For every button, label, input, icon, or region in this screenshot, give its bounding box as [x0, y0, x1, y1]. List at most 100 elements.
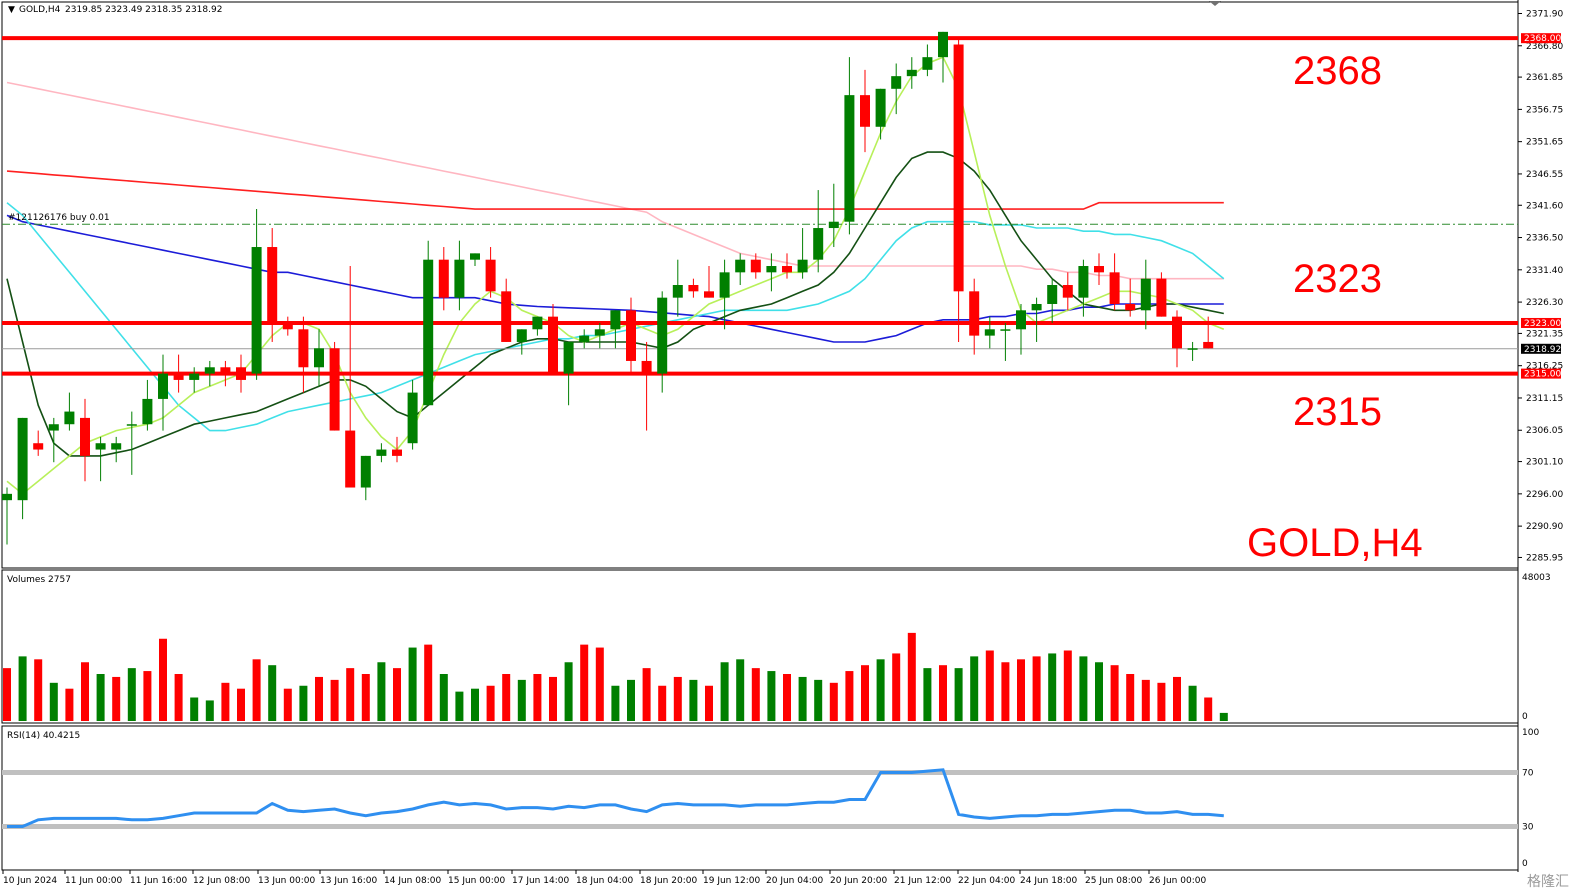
volume-axis: 48003 0 — [1522, 573, 1551, 722]
candle-body — [236, 367, 246, 380]
candle-body — [360, 455, 371, 488]
volume-bar — [221, 682, 230, 721]
rsi-tick-label: 30 — [1522, 823, 1534, 833]
candle-body — [407, 392, 418, 444]
order-label: #121126176 buy 0.01 — [8, 213, 110, 223]
volume-bar — [3, 668, 11, 721]
candle-body — [641, 360, 652, 374]
candle-body — [532, 316, 543, 330]
volume-bar — [268, 665, 277, 721]
price-axis: 2371.90 2366.80 2361.85 2356.75 2351.65 2346.… — [1518, 9, 1563, 563]
rsi-tick-label: 100 — [1522, 728, 1539, 738]
candle-body — [189, 373, 200, 380]
volume-bar — [907, 632, 916, 721]
volume-bar — [159, 638, 167, 721]
candle-body — [657, 297, 668, 374]
candle-body — [329, 348, 340, 431]
volume-bar — [205, 700, 214, 721]
candle-body — [563, 341, 574, 374]
volume-bar — [439, 674, 448, 721]
volume-bar — [190, 697, 199, 721]
rsi-tick-label: 70 — [1522, 769, 1534, 779]
price-badge-label: 2368.00 — [1524, 34, 1561, 44]
volume-bar — [658, 685, 667, 721]
volume-bar — [673, 676, 682, 721]
time-tick-label: 17 Jun 14:00 — [512, 876, 569, 886]
time-tick-label: 25 Jun 08:00 — [1085, 876, 1142, 886]
volume-bar — [751, 668, 760, 721]
volume-bar — [315, 676, 323, 721]
time-tick-label: 13 Jun 00:00 — [258, 876, 315, 886]
volume-bar — [1157, 682, 1166, 721]
candle-body — [392, 449, 402, 456]
moving-average-line — [6, 81, 1224, 280]
candle-body — [1000, 329, 1011, 331]
candle-body — [922, 57, 933, 70]
volume-bar — [923, 668, 932, 721]
volume-bar — [1001, 662, 1010, 721]
time-tick-label: 22 Jun 04:00 — [958, 876, 1015, 886]
candle-body — [454, 259, 465, 298]
candle-body — [48, 424, 59, 431]
time-tick-label: 20 Jun 20:00 — [830, 876, 887, 886]
candle-body — [1031, 303, 1042, 311]
volume-bar — [767, 671, 776, 721]
candle-body — [875, 88, 886, 127]
volume-bar — [985, 650, 994, 721]
volume-bar — [720, 662, 729, 721]
level-label-2323: 2323 — [1293, 257, 1382, 301]
volume-bar — [455, 691, 464, 721]
volume-tick-label: 48003 — [1522, 573, 1551, 583]
volume-bar — [283, 688, 292, 721]
level-label-2368: 2368 — [1293, 49, 1382, 93]
candle-body — [1016, 310, 1026, 330]
candle-body — [485, 259, 496, 292]
volume-bar — [627, 679, 635, 721]
volume-bar — [96, 674, 105, 721]
volume-bar — [502, 674, 511, 721]
volume-bar — [1048, 653, 1057, 721]
price-badge-label: 2323.00 — [1524, 319, 1561, 329]
price-tick-label: 2311.15 — [1526, 394, 1563, 404]
collapse-arrow-icon[interactable]: ▼ — [8, 5, 15, 15]
volume-bar — [798, 676, 807, 721]
volume-bar — [1110, 665, 1119, 721]
candle-body — [1109, 272, 1120, 304]
price-badge-bg — [1521, 33, 1561, 44]
candle-body — [969, 291, 980, 336]
candle-body — [1047, 285, 1058, 304]
candle-body — [173, 373, 184, 380]
volume-tick-label: 0 — [1522, 712, 1528, 722]
candle-body — [704, 291, 714, 298]
chart-shift-marker-icon[interactable] — [1209, 1, 1221, 6]
candle-body — [844, 95, 855, 222]
volume-bar — [1079, 656, 1088, 721]
volume-bar — [642, 668, 651, 721]
volume-bar — [34, 659, 43, 721]
time-tick-label: 18 Jun 04:00 — [576, 876, 633, 886]
candle-body — [750, 259, 761, 273]
candles — [2, 31, 1214, 545]
candle-body — [953, 44, 964, 292]
candle-body — [828, 221, 839, 229]
volume-bar — [112, 676, 121, 721]
candle-body — [548, 316, 558, 374]
candle-body — [126, 424, 137, 426]
price-tick-label: 2331.40 — [1526, 266, 1563, 276]
volume-bar — [1063, 650, 1072, 721]
volume-bar — [814, 679, 823, 721]
candle-body — [1156, 278, 1167, 317]
candle-body — [813, 228, 824, 260]
volume-bar — [1188, 685, 1197, 721]
time-tick-label: 10 Jun 2024 — [3, 876, 57, 886]
volume-bar — [611, 685, 620, 721]
level-label-2315: 2315 — [1293, 390, 1382, 434]
volume-bar — [65, 688, 74, 721]
volume-bars — [3, 632, 1228, 721]
price-tick-label: 2296.00 — [1526, 490, 1563, 500]
candle-body — [719, 272, 730, 298]
candle-body — [735, 259, 746, 273]
volume-bar — [689, 679, 698, 721]
candle-body — [891, 76, 902, 89]
volume-bar — [1141, 679, 1150, 721]
